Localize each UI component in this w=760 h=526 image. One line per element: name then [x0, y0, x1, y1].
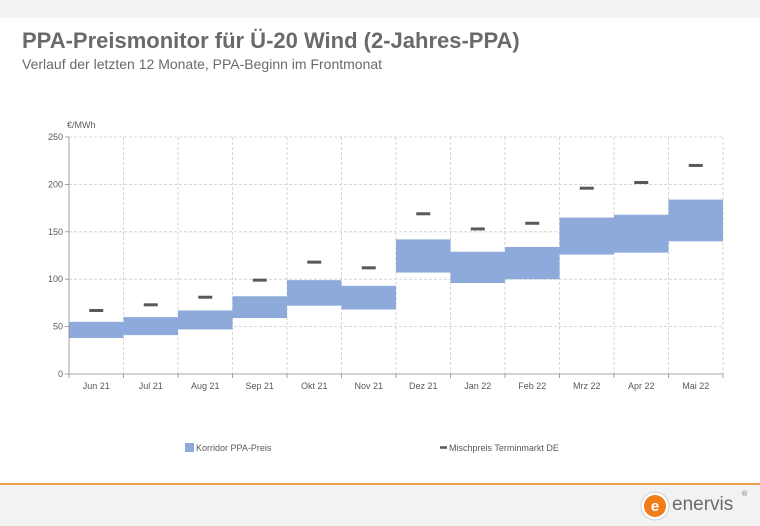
y-tick-label: 0 — [58, 369, 63, 379]
corridor-band — [614, 214, 669, 253]
x-tick-label: Apr 22 — [628, 381, 655, 391]
corridor-band — [396, 239, 451, 273]
enervis-logo-icon: e — [640, 491, 670, 521]
y-tick-label: 150 — [48, 227, 63, 237]
corridor-band — [668, 199, 723, 242]
corridor-band — [69, 321, 124, 338]
page-title: PPA-Preismonitor für Ü-20 Wind (2-Jahres… — [22, 28, 520, 53]
x-tick-label: Aug 21 — [191, 381, 220, 391]
logo-registered-mark: ® — [742, 491, 748, 498]
corridor-band — [505, 246, 560, 280]
corridor-band — [287, 280, 342, 306]
ppa-price-chart: €/MWh 0 50 100 150 200 250 Jun 21 Jul 21 Aug 21 S… — [48, 120, 724, 453]
y-axis-unit-label: €/MWh — [67, 120, 96, 130]
legend-marker-label: Mischpreis Terminmarkt DE — [449, 443, 559, 453]
logo-mark: e — [651, 498, 659, 515]
x-tick-label: Dez 21 — [409, 381, 438, 391]
x-tick-label: Feb 22 — [518, 381, 546, 391]
mischpreis-markers — [89, 163, 703, 312]
corridor-band — [123, 317, 178, 336]
legend: Korridor PPA-Preis Mischpreis Terminmark… — [185, 443, 559, 453]
page-subtitle: Verlauf der letzten 12 Monate, PPA-Begin… — [22, 56, 383, 72]
corridor-band — [450, 251, 505, 283]
footer-accent-line — [0, 483, 760, 485]
x-tick-label: Nov 21 — [354, 381, 383, 391]
x-tick-label: Sep 21 — [245, 381, 274, 391]
y-tick-label: 100 — [48, 274, 63, 284]
logo-wordmark: enervis — [672, 494, 734, 515]
corridor-bands — [69, 199, 723, 338]
corridor-band — [178, 310, 233, 330]
x-tick-label: Jun 21 — [83, 381, 110, 391]
corridor-band — [341, 285, 396, 310]
y-tick-label: 250 — [48, 132, 63, 142]
x-tick-label: Okt 21 — [301, 381, 328, 391]
legend-band-label: Korridor PPA-Preis — [196, 443, 272, 453]
corridor-band — [232, 296, 287, 319]
footer — [0, 485, 760, 526]
x-tick-label: Mai 22 — [682, 381, 709, 391]
x-tick-label: Mrz 22 — [573, 381, 601, 391]
y-tick-label: 50 — [53, 322, 63, 332]
x-tick-label: Jan 22 — [464, 381, 491, 391]
top-band — [0, 0, 760, 18]
axes: 0 50 100 150 200 250 Jun 21 Jul 21 Aug 21 Sep 21 O… — [48, 132, 724, 391]
y-tick-label: 200 — [48, 179, 63, 189]
legend-band-swatch — [185, 443, 194, 452]
x-tick-label: Jul 21 — [139, 381, 163, 391]
corridor-band — [559, 217, 614, 255]
